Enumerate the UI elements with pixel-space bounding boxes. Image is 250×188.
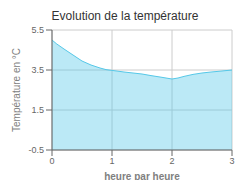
- svg-text:3.5: 3.5: [31, 65, 44, 75]
- svg-text:heure par heure: heure par heure: [104, 171, 180, 180]
- svg-text:3: 3: [229, 156, 234, 166]
- svg-text:1.5: 1.5: [31, 105, 44, 115]
- svg-text:0: 0: [49, 156, 54, 166]
- svg-text:-0.5: -0.5: [28, 145, 44, 155]
- svg-text:5.5: 5.5: [31, 25, 44, 35]
- svg-text:Température en °C: Température en °C: [11, 48, 22, 132]
- html-text:Evolution de la température: Evolution de la température: [51, 9, 199, 23]
- svg-text:1: 1: [109, 156, 114, 166]
- svg-text:2: 2: [169, 156, 174, 166]
